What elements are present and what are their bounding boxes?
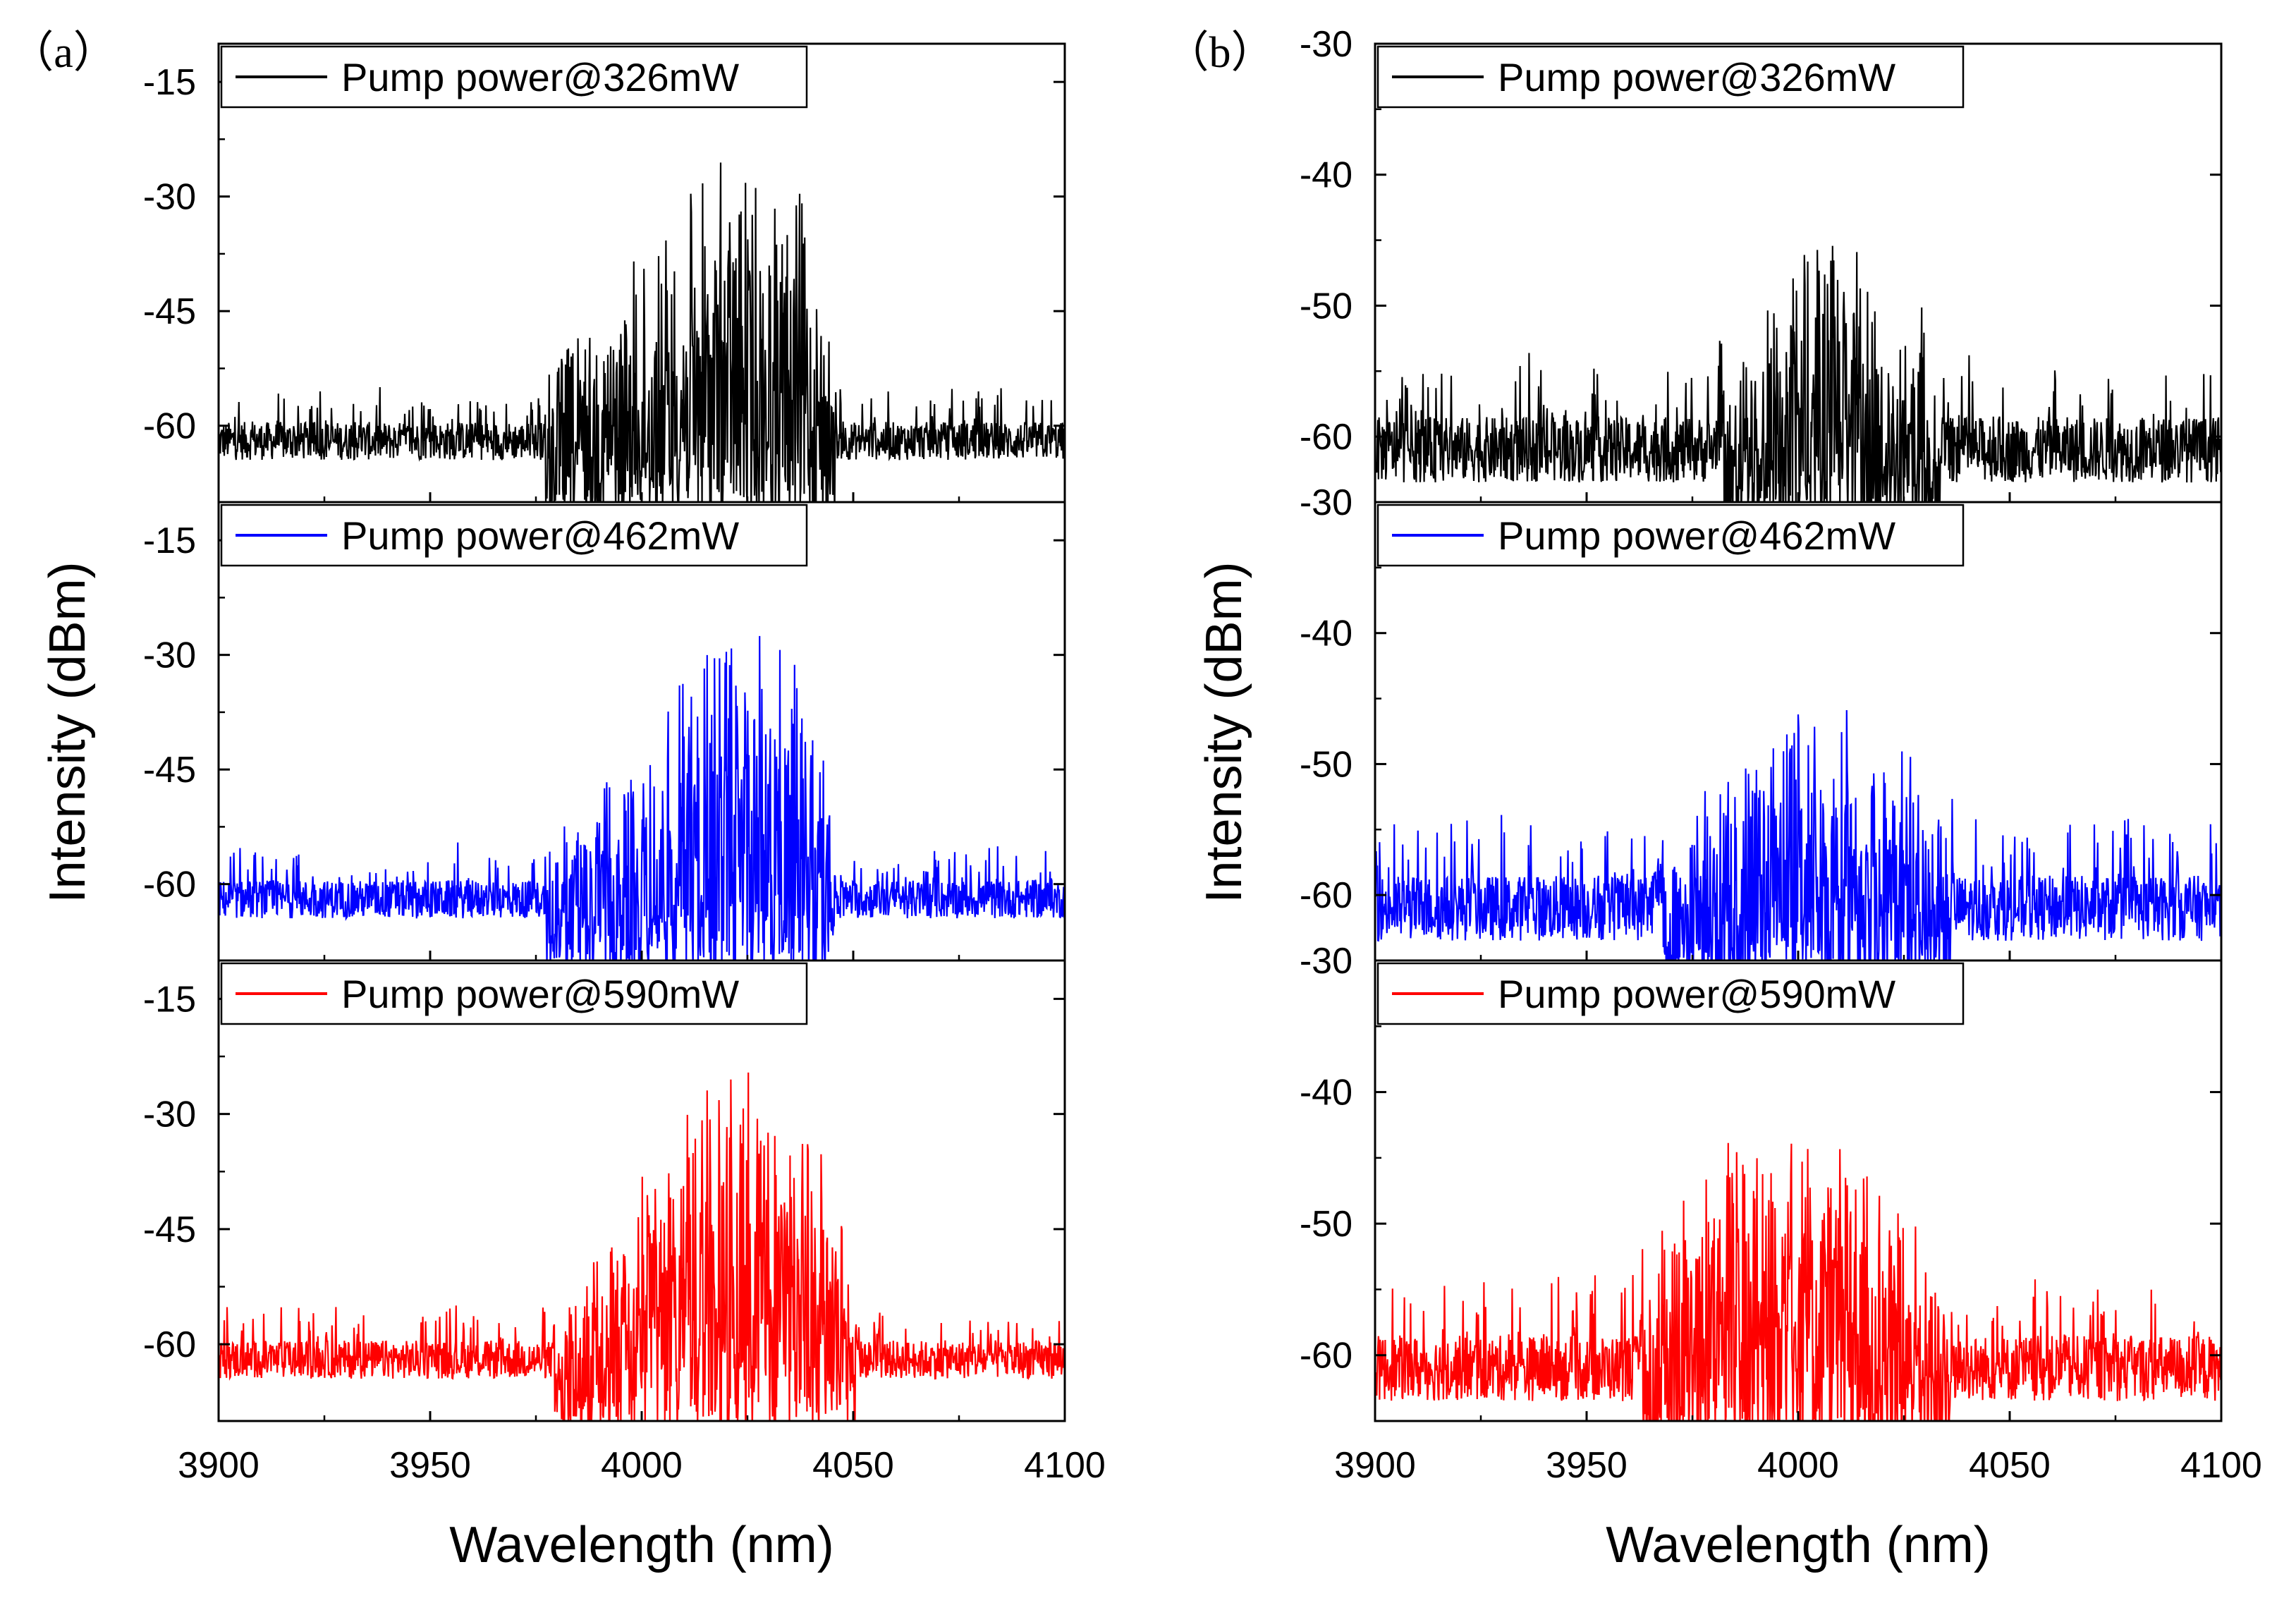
y-tick-label-1-1-2: -50 xyxy=(1300,744,1352,785)
subplot-0-0: -15 -30 -45 -60 Pump power@326mW xyxy=(143,42,1066,504)
legend-label-0-0: Pump power@326mW xyxy=(341,55,739,99)
x-tick-label-0-2: 4000 xyxy=(601,1445,683,1486)
x-tick-label-0-3: 4050 xyxy=(812,1445,894,1486)
legend-label-0-1: Pump power@462mW xyxy=(341,513,739,558)
x-tick-label-1-2: 4000 xyxy=(1757,1445,1839,1486)
y-tick-label-1-2-1: -40 xyxy=(1300,1073,1352,1114)
x-axis-title-1: Wavelength (nm) xyxy=(1606,1517,1991,1573)
x-axis-title-0: Wavelength (nm) xyxy=(449,1517,834,1573)
y-axis-title-0: Intensity (dBm) xyxy=(39,561,96,903)
y-tick-label-1-2-3: -60 xyxy=(1300,1336,1352,1377)
spectrum-line-0-2 xyxy=(219,1072,1065,1421)
spectrum-line-1-1 xyxy=(1375,709,2221,960)
spectrum-line-1-0 xyxy=(1375,245,2221,502)
y-tick-label-0-1-3: -60 xyxy=(143,865,196,905)
y-tick-label-0-0-3: -60 xyxy=(143,406,196,447)
y-tick-label-1-0-2: -50 xyxy=(1300,286,1352,327)
y-axis-title-1: Intensity (dBm) xyxy=(1196,561,1252,903)
y-tick-label-1-0-3: -60 xyxy=(1300,417,1352,458)
x-tick-label-0-1: 3950 xyxy=(389,1445,471,1486)
y-tick-label-0-2-0: -15 xyxy=(143,979,196,1020)
legend-box-1-0 xyxy=(1376,45,1965,109)
x-tick-label-1-4: 4100 xyxy=(2180,1445,2262,1486)
y-tick-label-1-2-0: -30 xyxy=(1300,941,1352,982)
legend-label-1-1: Pump power@462mW xyxy=(1498,513,1895,558)
x-tick-label-0-4: 4100 xyxy=(1024,1445,1106,1486)
spectrum-line-1-2 xyxy=(1375,1142,2221,1421)
legend-label-0-2: Pump power@590mW xyxy=(341,972,739,1016)
y-tick-label-0-1-2: -45 xyxy=(143,750,196,791)
panel-label-1: （b） xyxy=(1165,29,1274,77)
legend-label-1-2: Pump power@590mW xyxy=(1498,972,1895,1016)
subplot-0-1: -15 -30 -45 -60 Pump power@462mW xyxy=(143,501,1066,962)
panel-label-0: （a） xyxy=(10,29,117,77)
y-tick-label-0-0-2: -45 xyxy=(143,291,196,332)
y-tick-label-1-0-1: -40 xyxy=(1300,155,1352,196)
y-tick-label-0-2-2: -45 xyxy=(143,1209,196,1250)
y-tick-label-1-0-0: -30 xyxy=(1300,24,1352,65)
subplot-1-0: -30 -40 -50 -60 Pump power@326mW xyxy=(1300,24,2223,504)
y-tick-label-1-1-3: -60 xyxy=(1300,875,1352,916)
y-tick-label-1-1-0: -30 xyxy=(1300,482,1352,523)
y-tick-label-1-1-1: -40 xyxy=(1300,614,1352,654)
y-tick-label-0-0-0: -15 xyxy=(143,62,196,103)
legend-label-1-0: Pump power@326mW xyxy=(1498,55,1895,99)
x-tick-label-0-0: 3900 xyxy=(178,1445,259,1486)
y-tick-label-1-2-2: -50 xyxy=(1300,1204,1352,1245)
x-tick-label-1-1: 3950 xyxy=(1546,1445,1628,1486)
x-tick-label-1-0: 3900 xyxy=(1334,1445,1416,1486)
subplot-1-2: -30 -40 -50 -60 Pump power@590mW xyxy=(1300,941,2223,1422)
y-tick-label-0-2-1: -30 xyxy=(143,1094,196,1135)
subplot-1-1: -30 -40 -50 -60 Pump power@462mW xyxy=(1300,482,2223,962)
x-tick-label-1-3: 4050 xyxy=(1969,1445,2051,1486)
y-tick-label-0-1-1: -30 xyxy=(143,635,196,676)
y-tick-label-0-1-0: -15 xyxy=(143,520,196,561)
y-tick-label-0-0-1: -30 xyxy=(143,177,196,218)
y-tick-label-0-2-3: -60 xyxy=(143,1324,196,1365)
subplot-0-2: -15 -30 -45 -60 Pump power@590mW xyxy=(143,959,1066,1422)
spectrum-line-0-1 xyxy=(219,635,1065,960)
spectrum-line-0-0 xyxy=(219,162,1065,502)
